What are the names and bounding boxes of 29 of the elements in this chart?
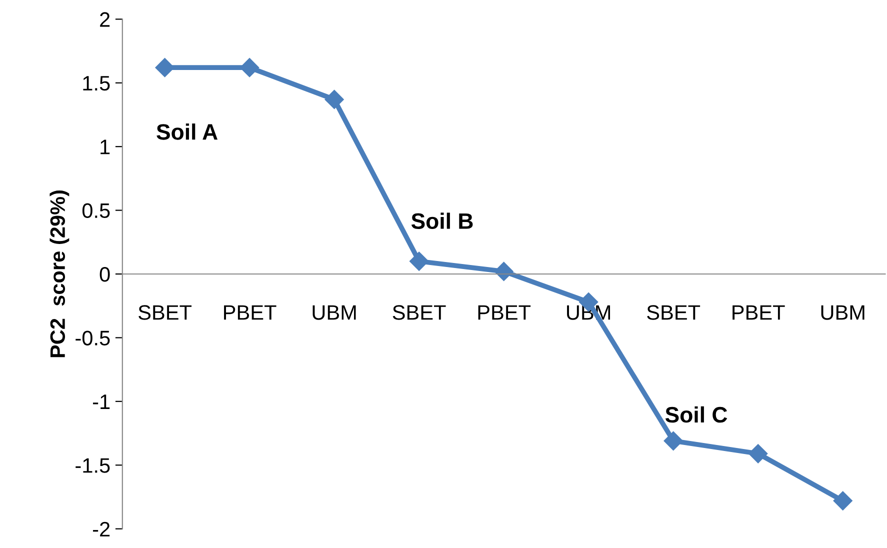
x-tick-label: UBM: [821, 305, 864, 320]
point: [494, 262, 514, 281]
y-tick-label: -0.5: [76, 330, 110, 346]
x-tick-label: PBET: [478, 305, 531, 320]
point: [155, 58, 174, 78]
y-tick-label: 1: [100, 140, 110, 154]
annotation: Soil A: [156, 123, 218, 140]
y-tick-label: 1.5: [83, 76, 110, 91]
point: [324, 90, 344, 109]
point: [748, 444, 768, 464]
annotation: Soil C: [665, 406, 728, 423]
point: [240, 58, 260, 78]
x-tick-label: SBET: [138, 305, 192, 320]
point: [664, 431, 683, 450]
x-tick-label: PBET: [732, 305, 785, 320]
y-axis-title: PC2 score (29%): [50, 190, 70, 358]
x-tick-label: SBET: [647, 305, 700, 320]
y-tick-label: -1: [93, 394, 110, 409]
point: [410, 252, 429, 271]
x-tick-label: PBET: [224, 305, 276, 320]
point: [833, 491, 852, 510]
y-tick-label: -1.5: [76, 458, 110, 473]
y-tick-label: -2: [93, 522, 110, 536]
y-tick-label: 0.5: [82, 203, 110, 218]
annotation: Soil B: [411, 212, 473, 229]
y-tick-label: 0: [100, 267, 110, 282]
x-tick-label: UBM: [312, 305, 356, 320]
y-tick-label: 2: [100, 12, 110, 27]
x-tick-label: SBET: [392, 305, 446, 320]
